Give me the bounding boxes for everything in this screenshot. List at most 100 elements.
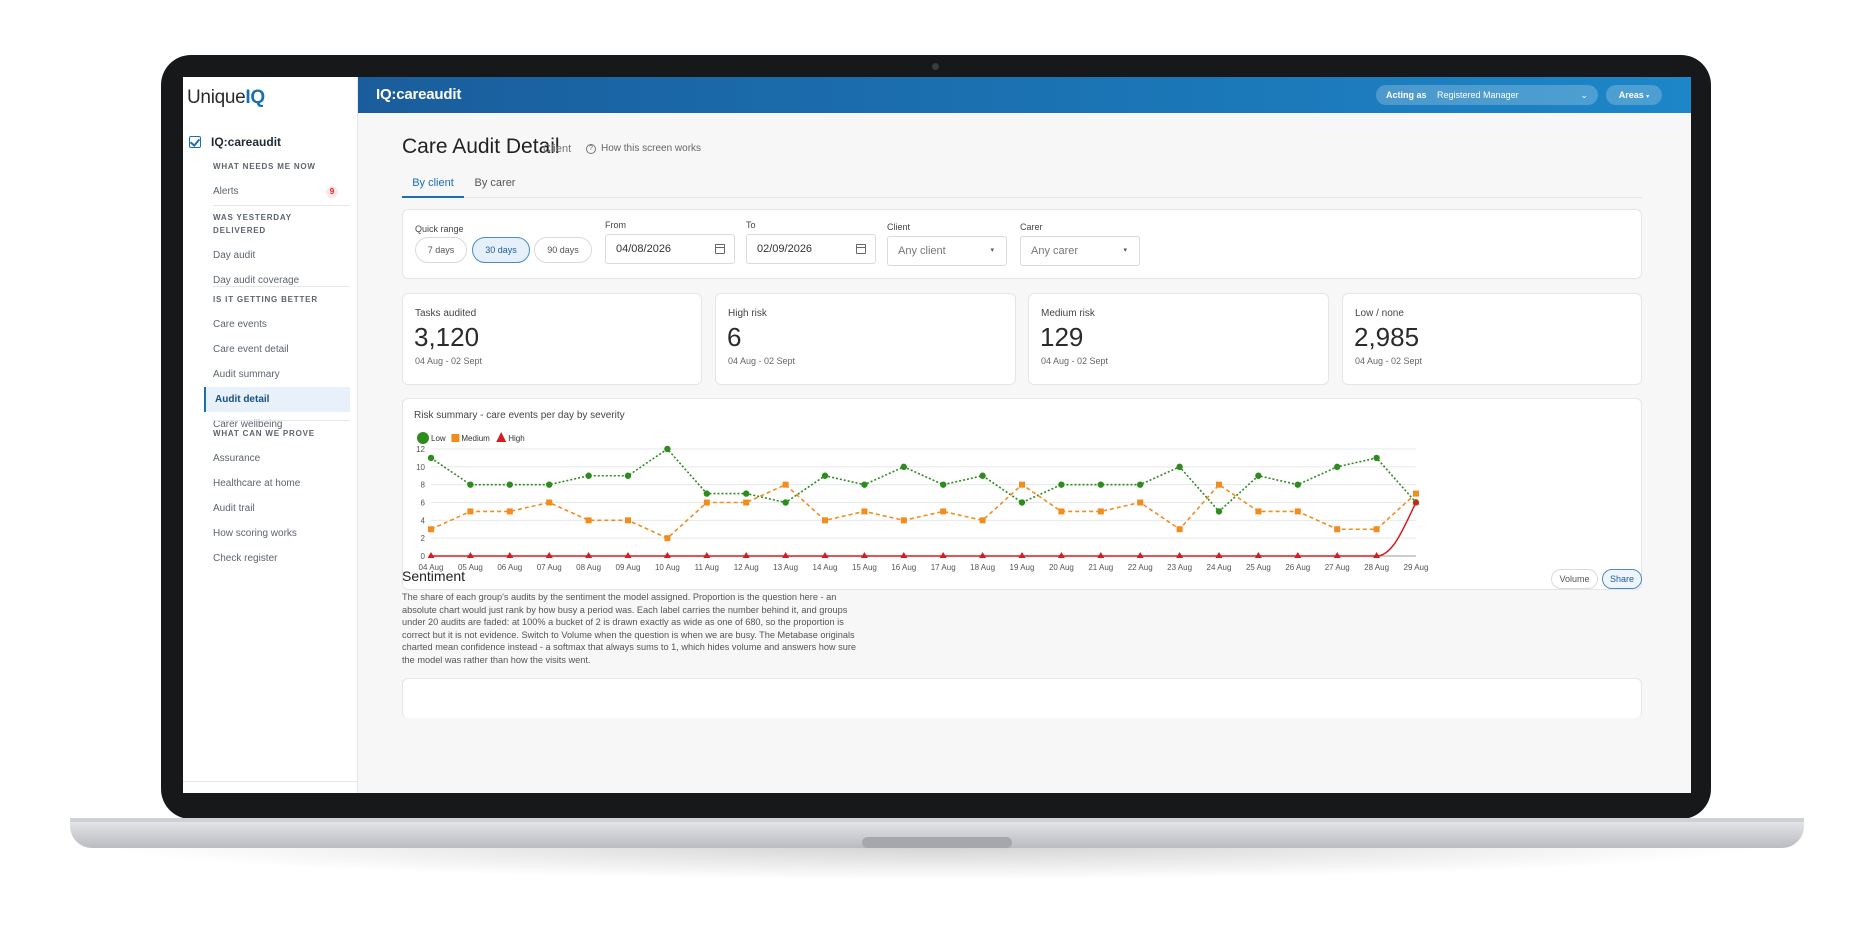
help-link[interactable]: ? How this screen works [586,143,701,154]
client-select-value: Any client [898,245,946,257]
sidebar-item-label: Audit summary [213,369,280,380]
data-point-medium [1334,526,1341,533]
x-tick-label: 25 Aug [1246,563,1271,572]
data-point-low [1215,508,1223,515]
data-point-medium [979,517,986,524]
sidebar-item-day-audit-coverage[interactable]: Day audit coverage [213,268,350,293]
x-tick-label: 26 Aug [1285,563,1310,572]
tab-by-client[interactable]: By client [402,173,464,198]
from-date-value: 04/08/2026 [616,243,672,255]
data-point-medium [743,499,750,506]
sidebar-item-audit-trail[interactable]: Audit trail [213,496,350,521]
data-point-low [1334,463,1341,471]
to-date-value: 02/09/2026 [757,243,813,255]
data-point-medium [467,508,474,515]
sidebar-item-day-audit[interactable]: Day audit [213,243,350,268]
range-7-days-button[interactable]: 7 days [415,237,467,263]
product-name: IQ:careaudit [211,135,282,149]
nav-group-getting-better: IS IT GETTING BETTER Care events Care ev… [204,293,350,437]
calendar-icon[interactable] [715,244,725,254]
data-point-low [979,472,986,479]
sentiment-description: The share of each group's audits by the … [402,592,856,665]
share-toggle-button[interactable]: Share [1602,569,1642,589]
x-tick-label: 14 Aug [813,563,838,572]
data-point-low [743,490,750,497]
range-90-days-button[interactable]: 90 days [534,237,592,263]
x-tick-label: 23 Aug [1167,563,1192,572]
sidebar-item-healthcare-at-home[interactable]: Healthcare at home [213,471,350,496]
data-point-medium [1255,508,1262,515]
data-point-low [861,481,868,488]
sidebar-item-audit-detail[interactable]: Audit detail [204,387,350,412]
data-point-low [1294,481,1301,488]
data-point-medium [1137,499,1144,506]
series-line-high [431,502,1417,557]
data-point-medium [428,526,434,533]
data-point-high [1057,552,1065,558]
sidebar-footer-divider [183,781,358,782]
nav-group-needs-now: WHAT NEEDS ME NOW Alerts 9 [213,160,350,204]
x-tick-label: 12 Aug [734,563,759,572]
kpi-value: 6 [727,322,742,352]
checkbox-icon [189,136,201,148]
sidebar-item-carer-wellbeing[interactable]: Carer wellbeing [213,412,350,437]
range-30-days-button[interactable]: 30 days [472,237,530,263]
app-screen: UniqueIQ IQ:careaudit WHAT NEEDS ME NOW … [183,77,1691,793]
data-point-medium [1176,526,1183,533]
data-point-low [427,454,435,462]
y-tick-label: 8 [421,481,426,490]
data-point-high [1018,552,1026,558]
data-point-low [782,499,789,506]
nav-heading: WHAT NEEDS ME NOW [213,162,316,171]
acting-as-value: Registered Manager [1437,90,1519,100]
volume-toggle-button[interactable]: Volume [1551,569,1598,589]
x-tick-label: 10 Aug [655,563,680,572]
data-point-high [860,552,868,558]
x-tick-label: 21 Aug [1088,563,1113,572]
sentiment-title: Sentiment [402,568,466,584]
sidebar-item-how-scoring-works[interactable]: How scoring works [213,521,350,546]
x-tick-label: 22 Aug [1128,563,1153,572]
tab-by-carer[interactable]: By carer [474,177,516,189]
kpi-card-medium-risk: Medium risk 129 04 Aug - 02 Sept [1028,293,1329,385]
areas-menu-button[interactable]: Areas ▾ [1606,85,1662,105]
sidebar-item-label: Care event detail [213,344,289,355]
x-tick-label: 20 Aug [1049,563,1074,572]
sidebar-item-label: Healthcare at home [213,478,301,489]
areas-label: Areas [1618,90,1644,100]
sidebar-item-label: Alerts [213,186,239,197]
product-heading[interactable]: IQ:careaudit [189,135,281,149]
y-tick-label: 10 [416,463,425,472]
topbar-brand[interactable]: IQ:careaudit [376,86,462,103]
sidebar-item-alerts[interactable]: Alerts 9 [213,179,350,204]
data-point-low [467,481,474,488]
caret-down-icon: ▾ [1646,94,1650,100]
x-tick-label: 11 Aug [695,563,719,572]
data-point-low [1018,499,1026,506]
acting-as-select[interactable]: Acting as Registered Manager ⌄ [1376,85,1598,105]
carer-select[interactable]: Any carer ▾ [1020,236,1140,266]
client-select[interactable]: Any client ▾ [887,236,1007,266]
sidebar-item-care-events[interactable]: Care events [213,312,350,337]
x-tick-label: 19 Aug [1010,563,1035,572]
acting-as-label: Acting as [1386,90,1427,100]
kpi-label: Medium risk [1041,308,1095,319]
nav-divider [213,205,350,206]
brand-logo[interactable]: UniqueIQ [187,87,265,108]
sidebar-item-care-event-detail[interactable]: Care event detail [213,337,350,362]
sidebar-item-check-register[interactable]: Check register [213,546,350,571]
data-point-high [1176,552,1184,558]
carer-label: Carer [1020,222,1043,232]
x-tick-label: 16 Aug [891,563,916,572]
sidebar-item-audit-summary[interactable]: Audit summary [213,362,350,387]
to-date-input[interactable]: 02/09/2026 [746,234,876,264]
sidebar-item-label: Day audit coverage [213,275,300,286]
quick-range-label: Quick range [415,224,464,234]
x-tick-label: 29 Aug [1404,563,1429,572]
from-date-input[interactable]: 04/08/2026 [605,234,735,264]
nav-heading: WHAT CAN WE PROVE [213,429,315,438]
kpi-range: 04 Aug - 02 Sept [728,356,796,366]
kpi-range: 04 Aug - 02 Sept [1355,356,1423,366]
calendar-icon[interactable] [856,244,866,254]
sidebar-item-assurance[interactable]: Assurance [213,446,350,471]
